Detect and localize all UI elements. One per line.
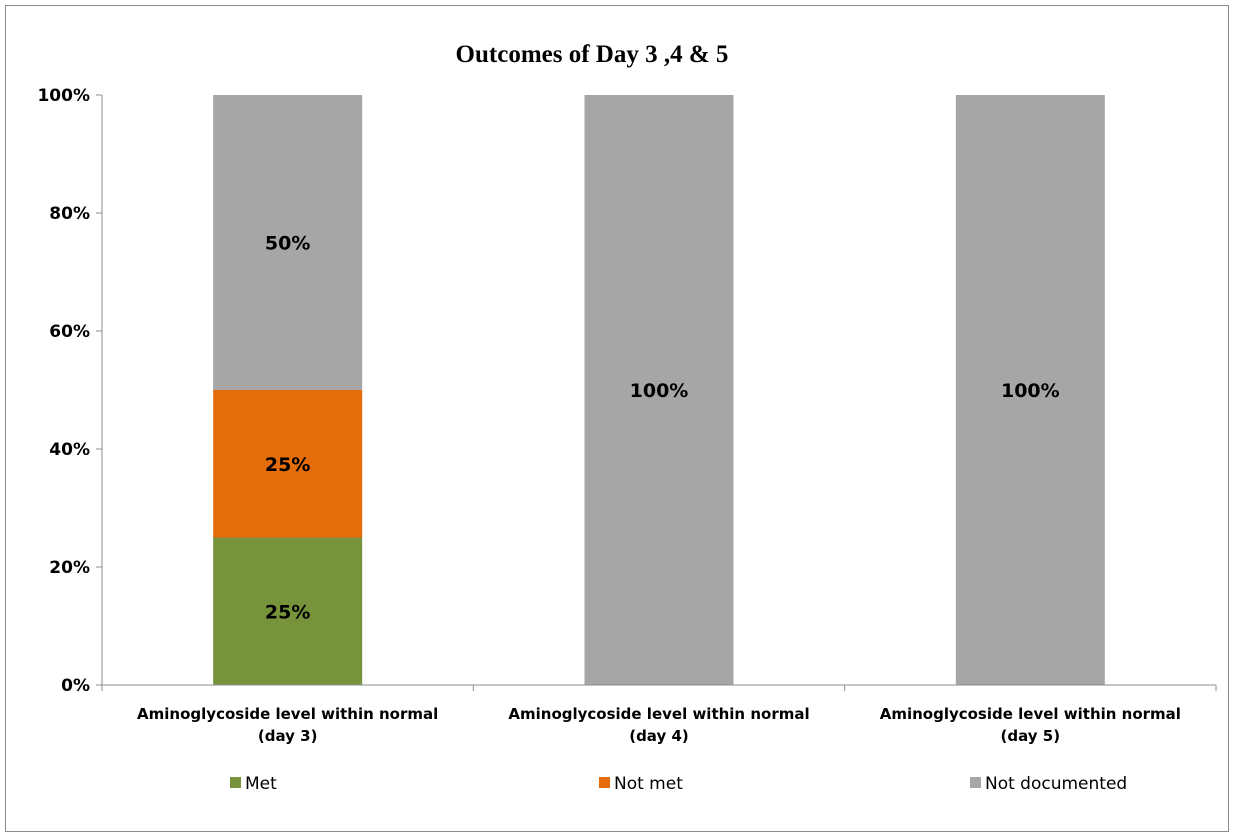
legend-swatch [599,777,610,788]
bars-layer [213,95,1105,685]
y-tick-label: 0% [61,676,90,696]
x-tick-label-line: (day 3) [258,727,318,745]
x-tick-label-line: (day 5) [1001,727,1061,745]
legend-swatch [970,777,981,788]
data-label: 100% [1001,380,1060,402]
x-tick-label-line: Aminoglycoside level within normal [137,705,438,723]
legend-label: Met [245,774,277,794]
x-tick-label: Aminoglycoside level within normal (day 5… [880,705,1181,745]
x-tick-label: Aminoglycoside level within normal (day 3… [137,705,438,745]
chart-title: Outcomes of Day 3 ,4 & 5 [456,41,729,68]
data-label: 25% [265,454,310,476]
data-label: 25% [265,601,310,623]
y-tick-label: 40% [49,440,90,460]
legend: Met Not met Not documented [230,774,1127,794]
bar-segment [955,95,1105,685]
data-label: 100% [630,380,689,402]
x-tick-label: Aminoglycoside level within normal (day 4… [508,705,809,745]
x-tick-label-line: Aminoglycoside level within normal [880,705,1181,723]
data-label: 50% [265,233,310,255]
y-tick-label: 80% [49,204,90,224]
labels-layer: 25% 25% 50% 100% 100% [265,233,1060,624]
axes-layer: 0% 20% 40% 60% 80% 100% Aminoglycoside level w… [37,86,1217,745]
legend-swatch [230,777,241,788]
bar-segment [213,390,363,538]
y-tick-label: 100% [37,86,90,106]
legend-label: Not documented [985,774,1127,794]
bar-segment [213,537,363,685]
y-tick-label: 60% [49,322,90,342]
legend-label: Not met [614,774,683,794]
x-tick-label-line: Aminoglycoside level within normal [508,705,809,723]
y-tick-label: 20% [49,558,90,578]
x-tick-label-line: (day 4) [629,727,689,745]
chart-frame: Outcomes of Day 3 ,4 & 5 0% 20% 40% 60% 80% 1… [5,5,1229,832]
chart-svg: Outcomes of Day 3 ,4 & 5 0% 20% 40% 60% 80% 1… [37,41,1217,794]
bar-segment [584,95,734,685]
bar-segment [213,95,363,390]
